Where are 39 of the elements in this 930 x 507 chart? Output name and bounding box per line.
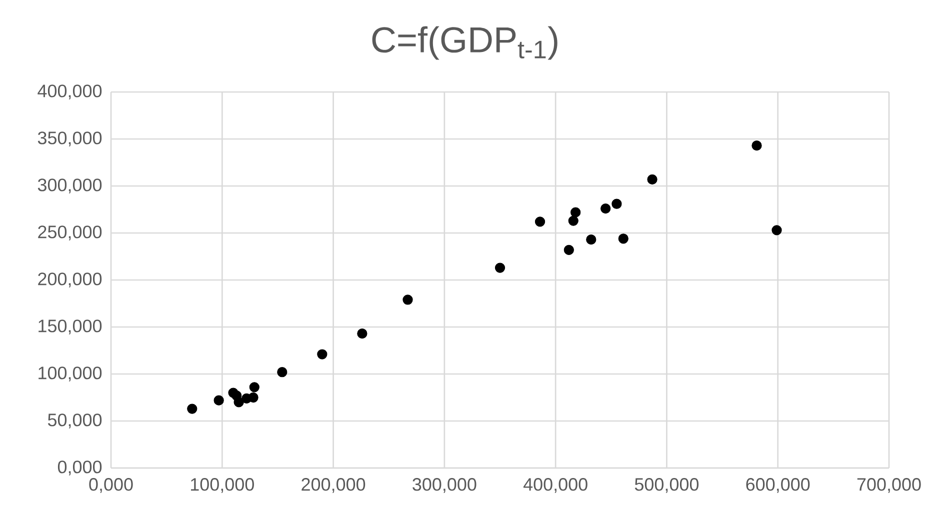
- y-tick-label: 250,000: [38, 226, 102, 240]
- point: [586, 234, 596, 245]
- point: [357, 328, 368, 339]
- point: [600, 203, 611, 214]
- x-tick-label: 100,000: [190, 478, 254, 493]
- point: [402, 294, 413, 305]
- point: [277, 367, 288, 378]
- y-tick-label: 350,000: [38, 132, 102, 146]
- y-tick-label: 150,000: [38, 320, 102, 334]
- y-tick-label: 400,000: [38, 84, 102, 100]
- y-tick-label: 50,000: [48, 414, 102, 428]
- point: [568, 216, 578, 226]
- y-tick-label: 0,000: [58, 460, 102, 476]
- point: [612, 198, 622, 209]
- y-tick-label: 300,000: [38, 178, 102, 194]
- x-tick-label: 400,000: [523, 478, 588, 493]
- y-tick-label: 200,000: [38, 272, 102, 288]
- x-tick-label: 600,000: [746, 478, 810, 493]
- point: [752, 140, 762, 151]
- point: [187, 404, 198, 414]
- point: [564, 244, 574, 255]
- point: [249, 382, 260, 392]
- x-tick-label: 300,000: [412, 478, 476, 493]
- y-tick-label: 100,000: [38, 366, 102, 382]
- x-tick-label: 500,000: [634, 478, 699, 493]
- point: [317, 349, 328, 360]
- x-tick-label: 0,000: [89, 478, 133, 493]
- point: [647, 174, 658, 184]
- point: [570, 207, 581, 218]
- point: [494, 262, 506, 273]
- point: [214, 395, 224, 406]
- point: [248, 392, 258, 403]
- x-tick-label: 200,000: [302, 478, 366, 493]
- x-tick-label: 700,000: [857, 478, 921, 493]
- point: [772, 225, 782, 236]
- point: [534, 216, 546, 227]
- point: [618, 234, 628, 244]
- chart-title: C=f(GDP$_{t-1}$): [372, 26, 558, 60]
- point: [234, 397, 244, 408]
